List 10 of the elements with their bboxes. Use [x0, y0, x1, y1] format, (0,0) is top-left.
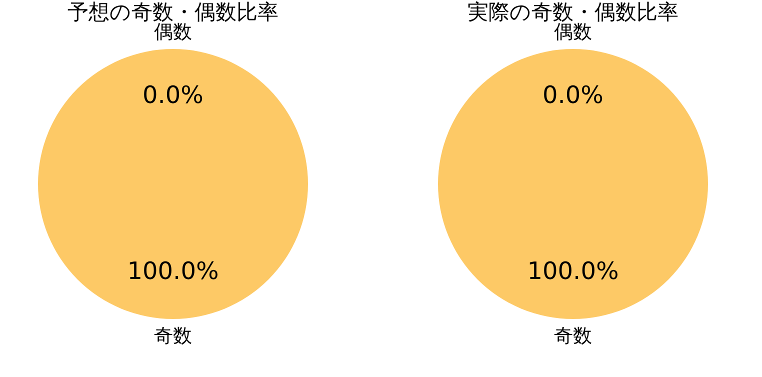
category-label: 偶数 — [154, 21, 192, 43]
text: 0.0% — [542, 81, 604, 109]
slice-label: 奇数 — [554, 325, 592, 347]
text: 0.0% — [142, 81, 204, 109]
data-label: 100.0% — [127, 257, 219, 285]
category-label: 偶数 — [554, 21, 592, 43]
chart-title: 実際の奇数・偶数比率 — [468, 0, 678, 24]
chart-title: 予想の奇数・偶数比率 — [68, 0, 278, 24]
slice-label: 奇数 — [154, 325, 192, 347]
data-label: 100.0% — [527, 257, 619, 285]
